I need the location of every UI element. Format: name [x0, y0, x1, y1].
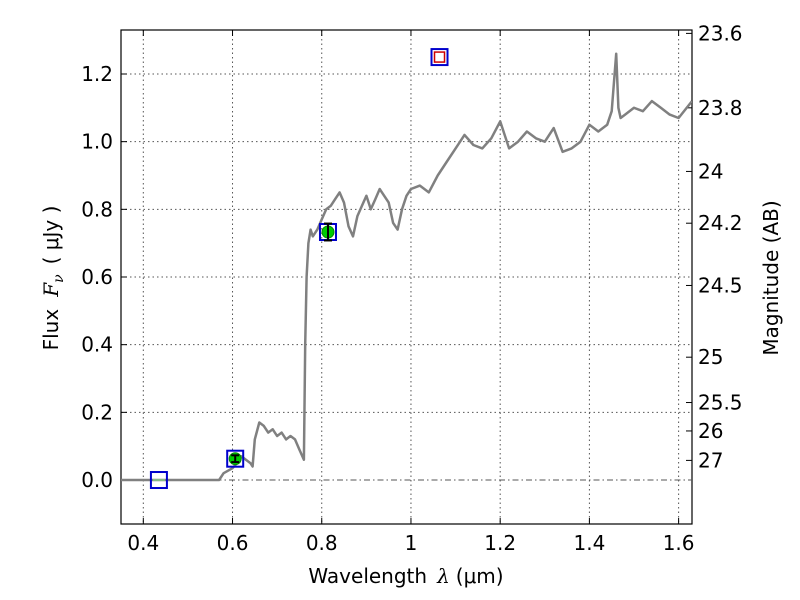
y2-tick-label: 24.2: [698, 211, 743, 235]
y-tick-label: 1.2: [81, 62, 113, 86]
x-tick-label: 1: [405, 531, 418, 555]
upper-limit-marker: [433, 51, 446, 63]
axes: [120, 29, 693, 525]
photometry-box: [226, 449, 245, 468]
spectrum-line: [121, 52, 692, 482]
y-tick-label: 1.0: [81, 130, 113, 154]
plot-area: [121, 48, 692, 490]
y-tick-label: 0.0: [81, 468, 113, 492]
y2-tick-label: 25: [698, 345, 723, 369]
y2-tick-label: 27: [698, 448, 723, 472]
y-axis-label: FluxFν( μJy ): [39, 206, 67, 351]
x-tick-label: 1.6: [663, 531, 695, 555]
upper-limit-box: [430, 48, 449, 67]
y-tick-label: 0.6: [81, 265, 113, 289]
y-tick-label: 0.4: [81, 333, 113, 357]
x-tick-label: 0.8: [306, 531, 338, 555]
photometry-box: [149, 471, 168, 490]
x-tick-label: 1.4: [573, 531, 605, 555]
x-tick-label: 0.4: [127, 531, 159, 555]
tick-labels: 0.4 0.6 0.8 1 1.2 1.4 1.6 0.0 0.2 0.4 0.6 0.8 1.0 1.2…: [81, 21, 742, 555]
x-tick-label: 1.2: [484, 531, 516, 555]
y-tick-label: 0.2: [81, 400, 113, 424]
y2-tick-label: 26: [698, 419, 723, 443]
y2-axis-label: Magnitude (AB): [759, 200, 783, 355]
y2-tick-label: 23.6: [698, 21, 743, 45]
y2-tick-label: 25.5: [698, 391, 743, 415]
y2-tick-label: 24.5: [698, 273, 743, 297]
x-tick-label: 0.6: [217, 531, 249, 555]
grid: [121, 30, 692, 524]
y2-tick-label: 23.8: [698, 96, 743, 120]
x-axis-label: Wavelength λ (μm): [308, 564, 503, 588]
y2-tick-label: 24: [698, 159, 723, 183]
y-tick-label: 0.8: [81, 197, 113, 221]
